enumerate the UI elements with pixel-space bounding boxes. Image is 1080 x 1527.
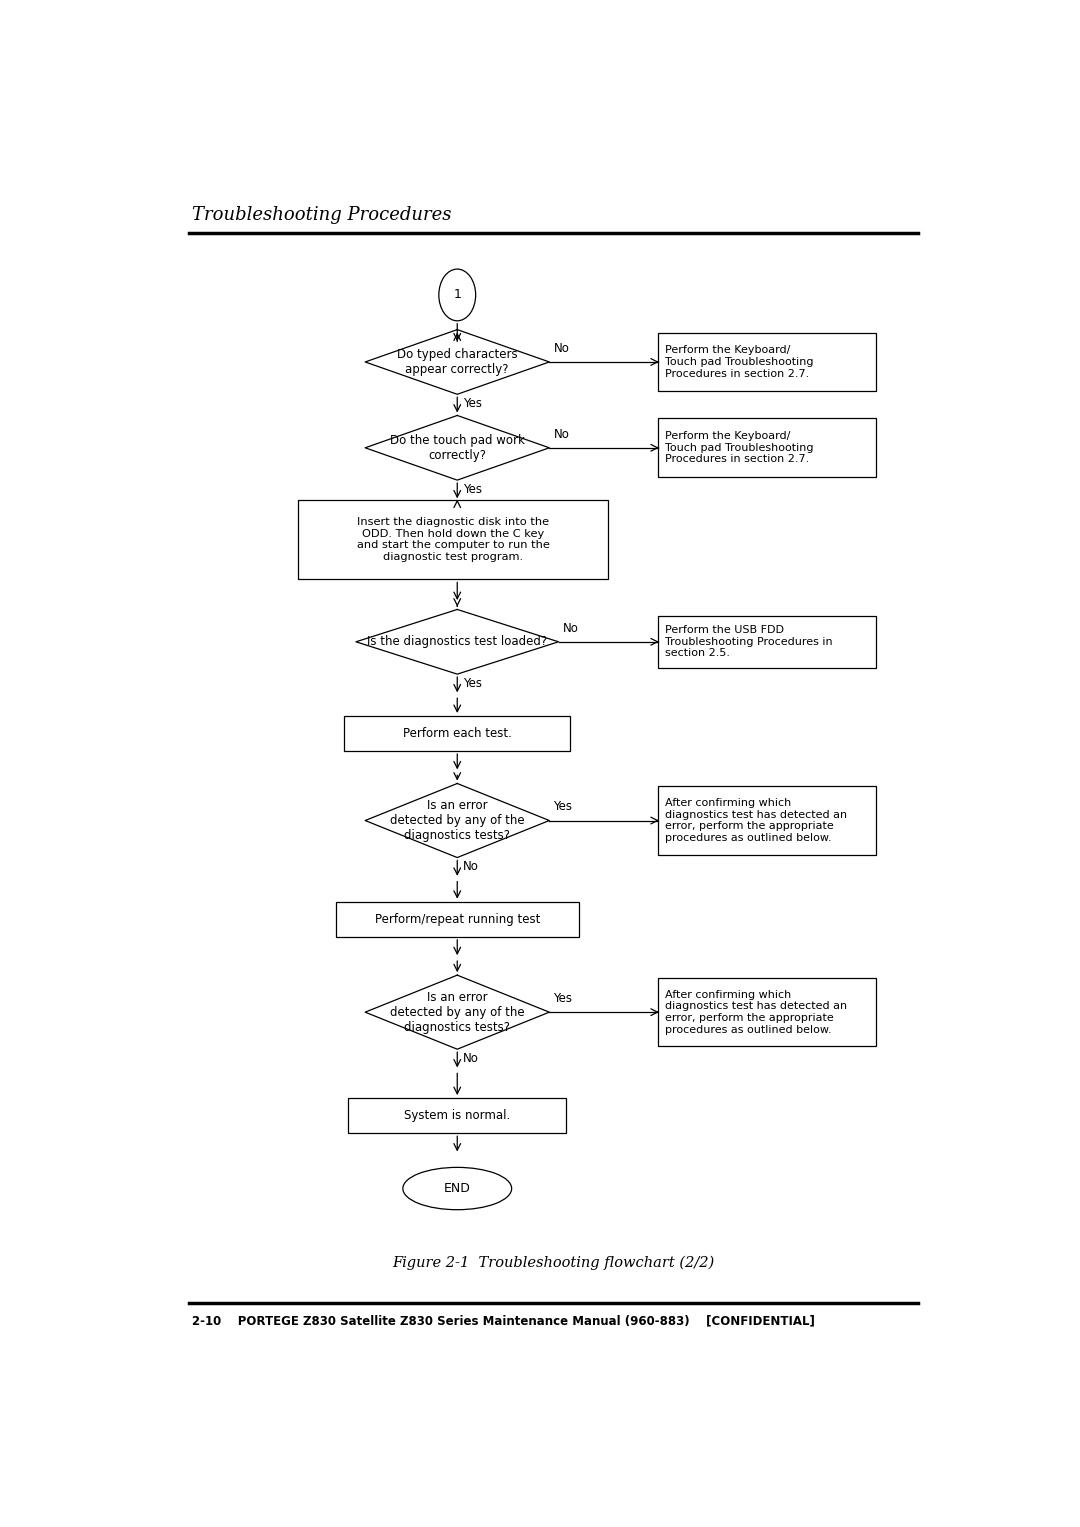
FancyBboxPatch shape (298, 499, 608, 579)
Text: Yes: Yes (463, 483, 482, 496)
Text: Yes: Yes (554, 993, 572, 1005)
Text: After confirming which
diagnostics test has detected an
error, perform the appro: After confirming which diagnostics test … (665, 989, 847, 1035)
FancyBboxPatch shape (658, 615, 876, 667)
Text: After confirming which
diagnostics test has detected an
error, perform the appro: After confirming which diagnostics test … (665, 799, 847, 843)
Text: Figure 2-1  Troubleshooting flowchart (2/2): Figure 2-1 Troubleshooting flowchart (2/… (392, 1255, 715, 1269)
FancyBboxPatch shape (345, 716, 570, 751)
Ellipse shape (403, 1167, 512, 1209)
Text: Perform the USB FDD
Troubleshooting Procedures in
section 2.5.: Perform the USB FDD Troubleshooting Proc… (665, 625, 833, 658)
Text: Is the diagnostics test loaded?: Is the diagnostics test loaded? (367, 635, 548, 649)
Text: No: No (563, 621, 579, 635)
Text: No: No (463, 1052, 478, 1066)
Text: System is normal.: System is normal. (404, 1109, 511, 1122)
Circle shape (438, 269, 475, 321)
Text: 1: 1 (454, 289, 461, 301)
Text: 2-10    PORTEGE Z830 Satellite Z830 Series Maintenance Manual (960-883)    [CONF: 2-10 PORTEGE Z830 Satellite Z830 Series … (192, 1315, 814, 1327)
Text: Perform the Keyboard/
Touch pad Troubleshooting
Procedures in section 2.7.: Perform the Keyboard/ Touch pad Troubles… (665, 431, 813, 464)
Text: No: No (554, 428, 569, 441)
Text: Yes: Yes (463, 676, 482, 690)
FancyBboxPatch shape (658, 333, 876, 391)
Text: Is an error
detected by any of the
diagnostics tests?: Is an error detected by any of the diagn… (390, 991, 525, 1034)
Text: Perform each test.: Perform each test. (403, 727, 512, 741)
FancyBboxPatch shape (658, 418, 876, 476)
Text: Yes: Yes (463, 397, 482, 411)
FancyBboxPatch shape (349, 1098, 566, 1133)
FancyBboxPatch shape (336, 901, 579, 938)
Text: Troubleshooting Procedures: Troubleshooting Procedures (192, 206, 451, 224)
Text: Yes: Yes (554, 800, 572, 814)
Text: END: END (444, 1182, 471, 1196)
FancyBboxPatch shape (658, 786, 876, 855)
Text: Is an error
detected by any of the
diagnostics tests?: Is an error detected by any of the diagn… (390, 799, 525, 841)
Text: Perform the Keyboard/
Touch pad Troubleshooting
Procedures in section 2.7.: Perform the Keyboard/ Touch pad Troubles… (665, 345, 813, 379)
Text: Do the touch pad work
correctly?: Do the touch pad work correctly? (390, 434, 525, 461)
FancyBboxPatch shape (658, 979, 876, 1046)
Text: No: No (463, 860, 478, 873)
Text: Do typed characters
appear correctly?: Do typed characters appear correctly? (397, 348, 517, 376)
Text: Insert the diagnostic disk into the
ODD. Then hold down the C key
and start the : Insert the diagnostic disk into the ODD.… (356, 518, 550, 562)
Text: No: No (554, 342, 569, 354)
Text: Perform/repeat running test: Perform/repeat running test (375, 913, 540, 925)
